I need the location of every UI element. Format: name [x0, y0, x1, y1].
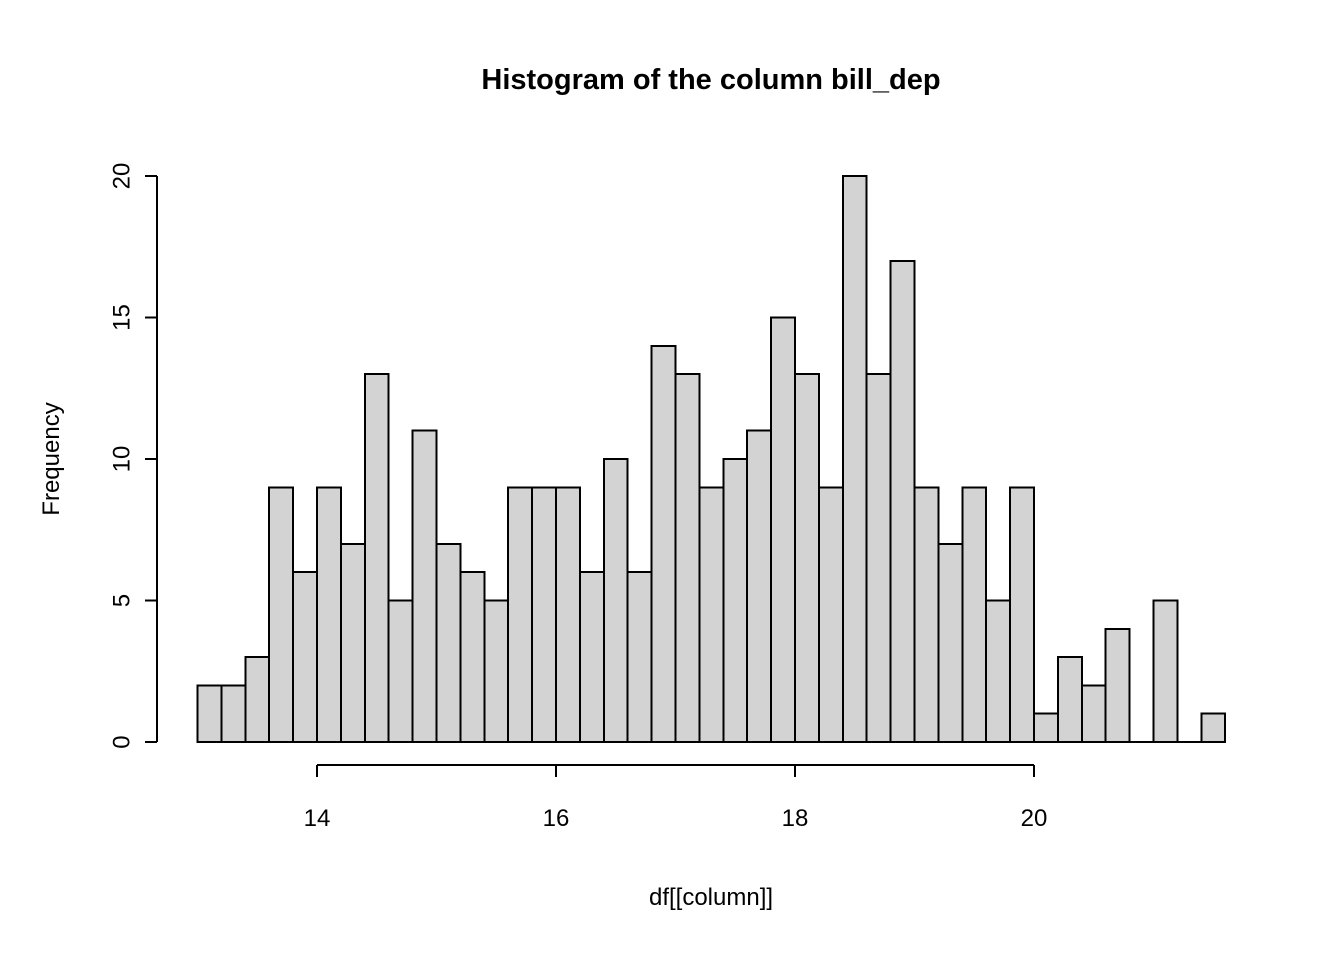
- histogram-bar: [244, 656, 271, 743]
- histogram-bar: [817, 486, 844, 743]
- histogram-bar: [435, 542, 462, 744]
- histogram-bar: [770, 316, 796, 743]
- histogram-bar: [1033, 712, 1059, 744]
- histogram-bar: [626, 571, 653, 744]
- histogram-bar: [483, 599, 510, 743]
- x-tick-label: 14: [304, 805, 331, 832]
- histogram-bar: [196, 684, 223, 744]
- y-tick-label: 0: [109, 735, 136, 748]
- histogram-bar: [220, 684, 247, 744]
- histogram-bar: [1200, 712, 1227, 744]
- histogram-bar: [1056, 656, 1083, 743]
- histogram-bar: [316, 486, 342, 743]
- histogram-bar: [578, 571, 605, 744]
- histogram-bar: [722, 458, 749, 743]
- histogram-bar: [650, 344, 677, 743]
- histogram-bar: [698, 486, 725, 743]
- histogram-bar: [1009, 486, 1035, 743]
- histogram-bar: [674, 373, 701, 743]
- histogram-bar: [292, 571, 319, 744]
- y-tick-label: 15: [109, 304, 136, 331]
- histogram-bar: [531, 486, 557, 743]
- histogram-bar: [1104, 627, 1131, 743]
- histogram-bar: [507, 486, 534, 743]
- histogram-bar: [363, 373, 390, 743]
- y-axis-title: Frequency: [38, 402, 65, 516]
- x-tick-label: 20: [1021, 805, 1048, 832]
- histogram-bar: [794, 373, 820, 743]
- histogram-bar: [1080, 684, 1107, 744]
- histogram-bar: [1152, 599, 1179, 743]
- histogram-bar: [985, 599, 1012, 743]
- x-tick-label: 16: [543, 805, 570, 832]
- histogram-bar: [411, 429, 438, 743]
- histogram-bar: [841, 175, 868, 743]
- y-tick-label: 10: [109, 446, 136, 473]
- histogram-bar: [961, 486, 988, 743]
- chart-title: Histogram of the column bill_dep: [481, 64, 941, 96]
- histogram-bar: [746, 429, 773, 743]
- histogram-bar: [268, 486, 295, 743]
- histogram-bar: [937, 542, 964, 744]
- x-axis-title: df[[column]]: [648, 884, 774, 911]
- histogram-bar: [387, 599, 414, 743]
- histogram-bar: [555, 486, 581, 743]
- histogram-bar: [865, 373, 892, 743]
- histogram-bar: [602, 458, 629, 743]
- y-tick-label: 5: [109, 594, 136, 607]
- x-tick-label: 18: [782, 805, 809, 832]
- histogram-bar: [913, 486, 940, 743]
- histogram-bar: [459, 571, 486, 744]
- y-tick-label: 20: [109, 163, 136, 190]
- histogram-bar: [339, 542, 366, 744]
- histogram-bar: [889, 259, 916, 743]
